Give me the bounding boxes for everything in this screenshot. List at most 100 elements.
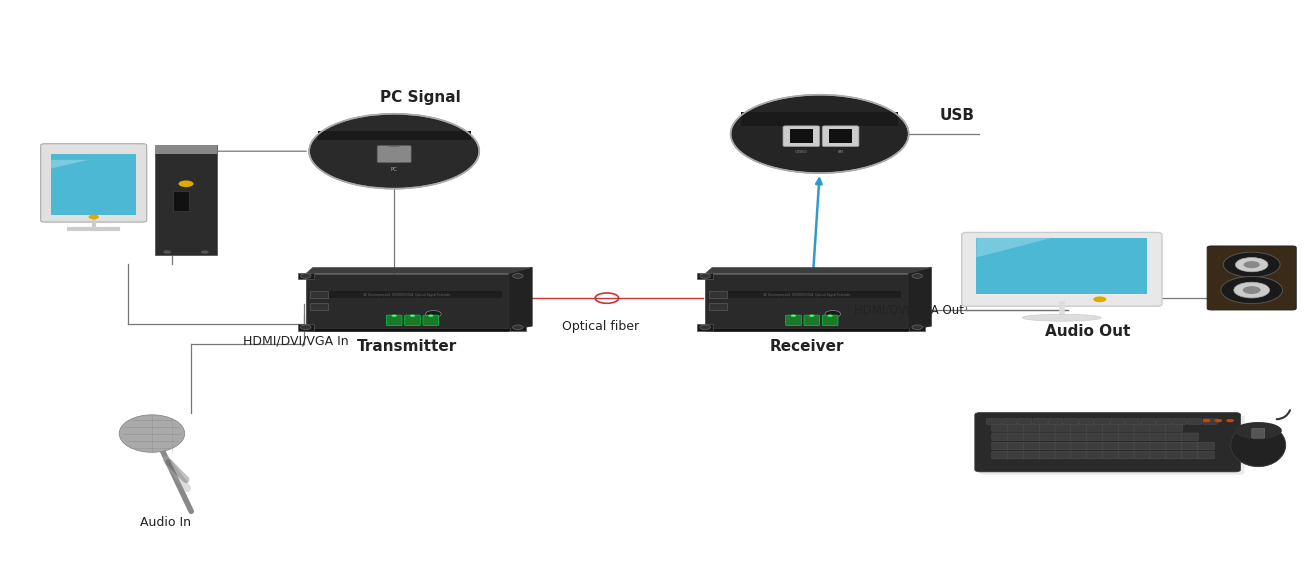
FancyBboxPatch shape [783,126,820,146]
Circle shape [731,95,909,173]
Text: USB: USB [939,108,975,123]
Polygon shape [51,160,88,168]
FancyBboxPatch shape [992,433,1009,441]
FancyBboxPatch shape [1198,452,1214,459]
Text: 4K Uncompressed  HDMI/DVI/VGA  Optical Signal Extender: 4K Uncompressed HDMI/DVI/VGA Optical Sig… [363,293,451,296]
FancyBboxPatch shape [1008,424,1025,431]
Bar [155,145,218,154]
Polygon shape [306,326,533,332]
FancyBboxPatch shape [1039,424,1056,431]
Circle shape [163,250,171,254]
FancyBboxPatch shape [1149,424,1166,431]
FancyBboxPatch shape [1110,419,1124,424]
Ellipse shape [1231,423,1286,467]
FancyBboxPatch shape [1080,419,1094,424]
Circle shape [1242,286,1261,294]
Polygon shape [908,267,932,328]
Bar [310,291,328,298]
FancyBboxPatch shape [987,419,1001,424]
Circle shape [828,314,833,317]
FancyBboxPatch shape [1039,452,1056,459]
FancyBboxPatch shape [1252,428,1265,438]
Bar [909,324,925,331]
FancyBboxPatch shape [823,126,859,146]
FancyBboxPatch shape [1102,442,1119,450]
Bar [310,303,328,310]
FancyBboxPatch shape [1134,442,1151,450]
Circle shape [201,250,209,254]
FancyBboxPatch shape [1033,419,1047,424]
FancyBboxPatch shape [1055,452,1072,459]
FancyBboxPatch shape [422,315,438,325]
FancyBboxPatch shape [155,145,218,255]
FancyBboxPatch shape [1023,433,1040,441]
FancyBboxPatch shape [1118,452,1135,459]
FancyBboxPatch shape [1134,452,1151,459]
Circle shape [428,314,433,317]
FancyBboxPatch shape [1165,433,1182,441]
Circle shape [1236,258,1267,272]
Bar [909,273,925,280]
Bar [306,274,509,328]
Bar [298,324,314,331]
FancyBboxPatch shape [1207,246,1296,310]
Bar [298,273,314,280]
FancyBboxPatch shape [1008,452,1025,459]
Circle shape [825,310,841,317]
Circle shape [425,310,441,317]
FancyBboxPatch shape [1203,419,1218,424]
Circle shape [791,314,796,317]
FancyBboxPatch shape [1102,433,1119,441]
FancyBboxPatch shape [1165,452,1182,459]
FancyBboxPatch shape [1134,433,1151,441]
Ellipse shape [1235,422,1282,439]
FancyBboxPatch shape [1002,419,1017,424]
Ellipse shape [119,415,185,452]
Circle shape [409,314,415,317]
Circle shape [912,274,922,278]
Text: Transmitter: Transmitter [357,339,458,354]
Text: Audio Out: Audio Out [1046,324,1131,339]
FancyBboxPatch shape [377,145,411,163]
FancyBboxPatch shape [1023,424,1040,431]
Bar [318,131,471,140]
Bar [51,154,136,215]
Bar [711,291,901,298]
FancyBboxPatch shape [1102,424,1119,431]
FancyBboxPatch shape [1118,424,1135,431]
FancyBboxPatch shape [1055,433,1072,441]
FancyBboxPatch shape [1094,419,1109,424]
FancyBboxPatch shape [1198,442,1214,450]
FancyBboxPatch shape [975,412,1241,472]
FancyBboxPatch shape [41,144,147,222]
Bar [697,324,712,331]
Bar [312,291,502,298]
Bar [829,129,853,143]
Text: GTB50: GTB50 [795,150,808,154]
FancyBboxPatch shape [992,452,1009,459]
FancyBboxPatch shape [1149,452,1166,459]
Bar [510,324,526,331]
FancyBboxPatch shape [786,315,802,325]
Text: Optical fiber: Optical fiber [562,320,639,333]
Bar [708,303,727,310]
FancyBboxPatch shape [1181,433,1198,441]
Circle shape [1215,419,1223,422]
FancyBboxPatch shape [1055,442,1072,450]
FancyBboxPatch shape [1118,442,1135,450]
Circle shape [1233,282,1270,298]
FancyBboxPatch shape [1181,442,1198,450]
FancyBboxPatch shape [1071,442,1088,450]
Bar [697,273,712,280]
Circle shape [1244,261,1260,268]
Circle shape [1227,419,1235,422]
FancyBboxPatch shape [992,424,1009,431]
FancyBboxPatch shape [1048,419,1063,424]
Circle shape [391,314,396,317]
FancyBboxPatch shape [1118,433,1135,441]
FancyBboxPatch shape [1181,452,1198,459]
FancyBboxPatch shape [1071,433,1088,441]
Text: 4K Uncompressed  HDMI/DVI/VGA  Optical Signal Extender: 4K Uncompressed HDMI/DVI/VGA Optical Sig… [762,293,850,296]
FancyBboxPatch shape [1023,442,1040,450]
Text: KM: KM [837,150,844,154]
